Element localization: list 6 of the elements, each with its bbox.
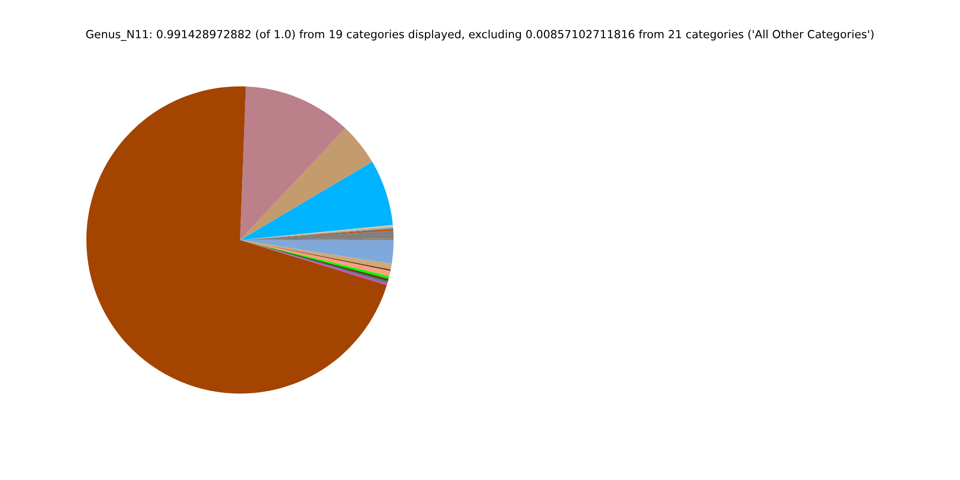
- pie-slice: [240, 162, 393, 240]
- pie-slice: [240, 128, 372, 240]
- pie-slice: [240, 240, 394, 264]
- pie-slice: [240, 86, 346, 240]
- pie-slice: [86, 86, 387, 394]
- text: Genus_N11: 0.991428972882 (of 1.0) from 19 categories displayed, excluding 0.00857102711816 from 21 categories ('All Other Categories'): [86, 30, 874, 41]
